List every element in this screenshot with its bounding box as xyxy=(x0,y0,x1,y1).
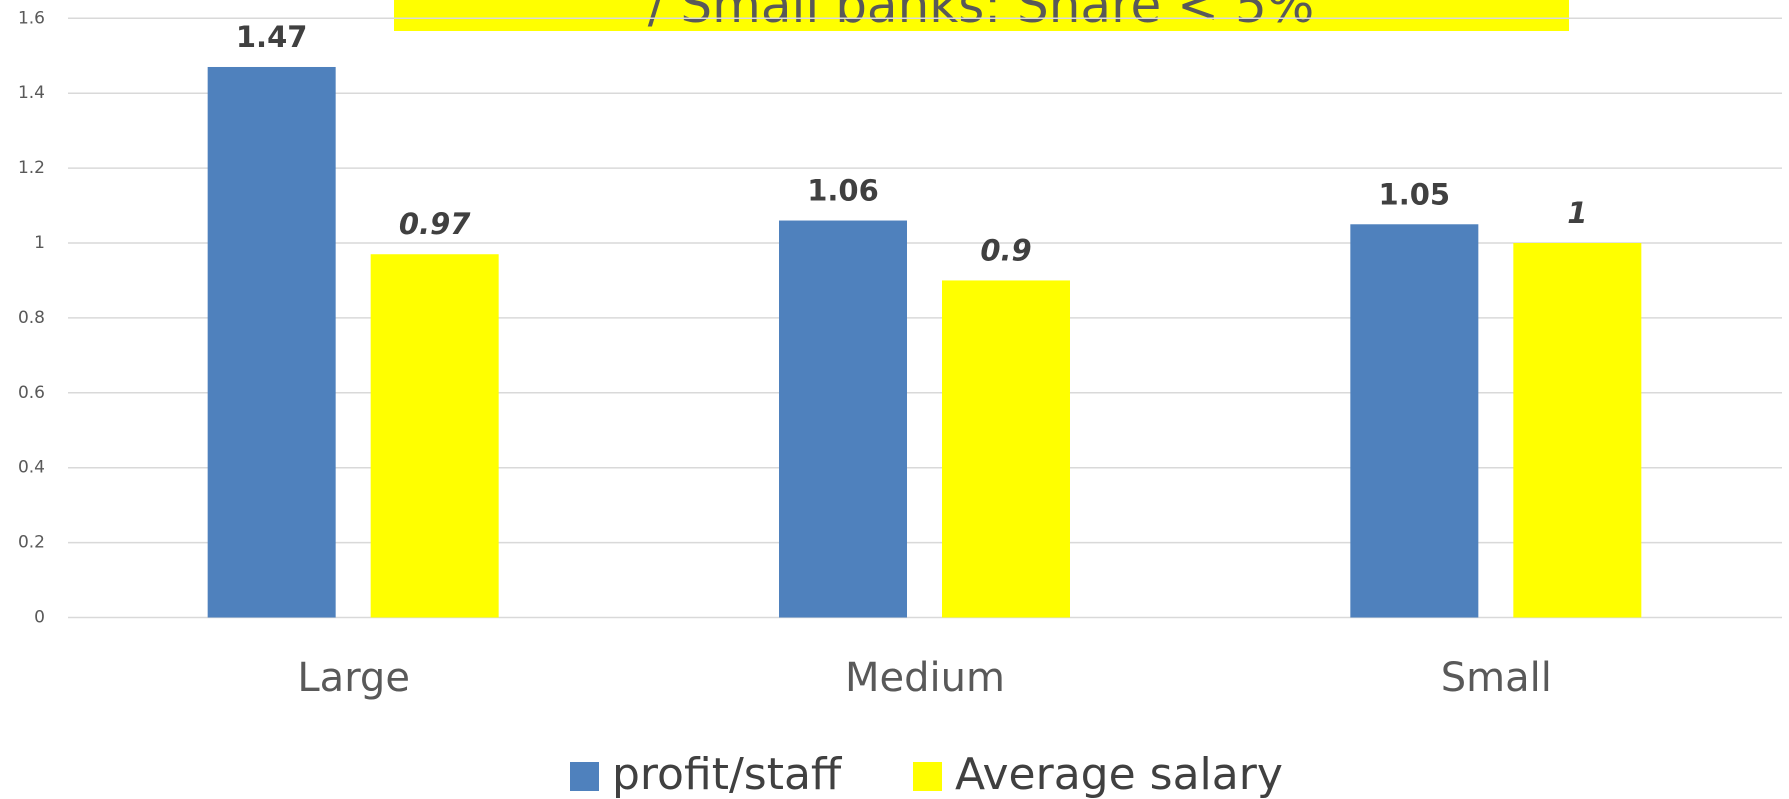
bar xyxy=(370,254,499,618)
legend-swatch xyxy=(570,762,599,791)
value-label: 0.97 xyxy=(399,207,471,241)
y-tick-label: 1.4 xyxy=(18,83,45,103)
legend-label: Average salary xyxy=(955,749,1283,799)
bar xyxy=(207,66,336,618)
y-tick-label: 0.4 xyxy=(18,458,45,478)
y-tick-label: 0.2 xyxy=(18,533,45,553)
y-tick-label: 1 xyxy=(34,233,45,253)
bar xyxy=(779,220,907,618)
x-tick-label: Small xyxy=(1441,655,1552,701)
bar xyxy=(1513,243,1642,618)
bar xyxy=(1350,224,1479,618)
value-label: 1.05 xyxy=(1379,177,1451,211)
value-label: 1.47 xyxy=(236,20,308,54)
y-tick-label: 0 xyxy=(34,608,45,628)
x-tick-label: Large xyxy=(297,655,410,701)
x-tick-label: Medium xyxy=(845,655,1005,701)
y-tick-label: 1.2 xyxy=(18,158,45,178)
value-label: 1 xyxy=(1567,196,1587,230)
annotation: / Small banks: Share < 5% xyxy=(648,0,1315,34)
value-label: 1.06 xyxy=(807,174,879,208)
y-tick-label: 0.8 xyxy=(18,308,45,328)
bar xyxy=(942,280,1070,618)
y-tick-label: 0.6 xyxy=(18,383,45,403)
legend-swatch xyxy=(913,762,942,791)
y-tick-label: 1.6 xyxy=(18,8,45,28)
value-label: 0.9 xyxy=(980,233,1031,267)
annotation-box xyxy=(394,0,1569,31)
legend-label: profit/staff xyxy=(612,749,843,799)
